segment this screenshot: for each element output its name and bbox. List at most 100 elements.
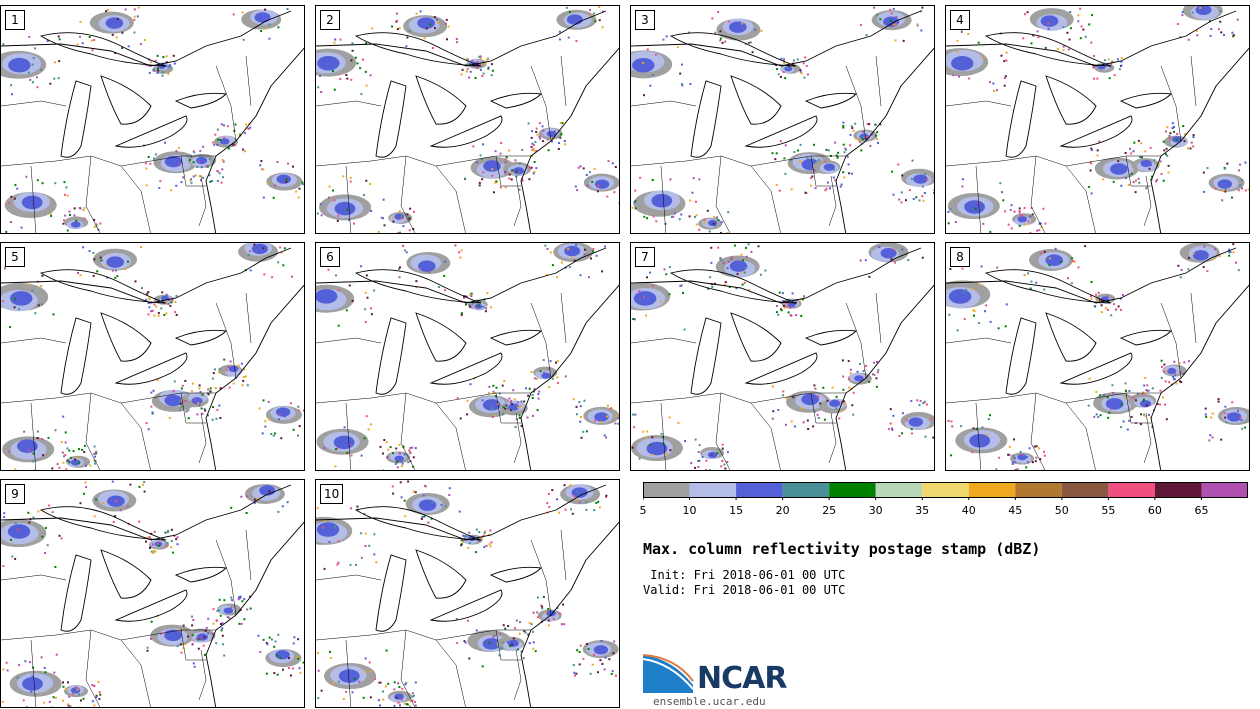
map-boundaries [946,10,1249,233]
reflectivity-speckles [1,480,304,707]
colorbar-segment [875,482,923,498]
member-number-label: 8 [950,247,970,267]
colorbar-tick-label: 30 [868,504,883,517]
member-number-label: 5 [5,247,25,267]
reflectivity-cluster [553,243,594,263]
reflectivity-cluster [868,243,909,263]
map-boundaries [946,247,1249,470]
reflectivity-cluster [946,280,991,309]
member-panel: 7 [630,242,935,471]
reflectivity-cluster [1093,392,1138,415]
reflectivity-cluster [503,161,532,176]
reflectivity-cluster [64,216,89,230]
map-boundaries [631,10,934,233]
reflectivity-cluster [900,411,934,431]
member-number-label: 1 [5,10,25,30]
valid-time: Valid: Fri 2018-06-01 00 UTC [643,583,846,597]
colorbar-segment [643,482,690,498]
reflectivity-cluster [715,255,760,278]
colorbar-segment [829,482,876,498]
reflectivity-cluster [406,252,451,275]
map-boundaries [1,484,304,707]
member-map [1,6,304,233]
reflectivity-cluster [238,243,279,262]
map-boundaries [316,484,619,707]
member-number-label: 9 [5,484,25,504]
reflectivity-speckles [316,480,617,707]
colorbar-segment [736,482,783,498]
reflectivity-cluster [324,663,377,690]
member-map [1,243,304,470]
reflectivity-speckles [323,243,619,470]
colorbar-tick-label: 5 [639,504,647,517]
reflectivity-cluster [582,640,619,659]
reflectivity-cluster [265,405,302,424]
reflectivity-cluster [631,50,673,79]
reflectivity-cluster [633,190,686,217]
member-map [316,480,619,707]
reflectivity-cluster [1,282,49,312]
reflectivity-cluster [316,516,353,545]
colorbar-tick-label: 60 [1147,504,1162,517]
colorbar-segment [922,482,969,498]
colorbar-tick-label: 40 [961,504,976,517]
reflectivity-cluster [631,282,671,311]
member-number-label: 10 [320,484,344,504]
reflectivity-cluster [214,135,239,148]
colorbar-tick-label: 50 [1054,504,1069,517]
ncar-logo-icon [643,654,694,693]
map-boundaries [1,247,304,470]
reflectivity-cluster [1218,407,1249,426]
colorbar-segment [782,482,830,498]
reflectivity-cluster [583,173,619,192]
member-number-label: 4 [950,10,970,30]
reflectivity-cluster [244,483,285,504]
reflectivity-speckles [2,243,304,470]
member-panel: 2 [315,5,620,234]
init-time: Init: Fri 2018-06-01 00 UTC [643,568,846,582]
colorbar-outline [643,482,1248,498]
colorbar-tick-label: 35 [915,504,930,517]
reflectivity-speckles [947,243,1247,470]
colorbar-segment [1015,482,1062,498]
reflectivity-cluster [1029,249,1074,272]
reflectivity-cluster [2,436,55,463]
map-boundaries [316,10,619,233]
reflectivity-cluster [316,48,357,77]
colorbar-segment [1201,482,1248,498]
reflectivity-cluster [93,248,138,271]
reflectivity-speckles [316,6,619,233]
reflectivity-cluster [1,50,47,79]
member-map [316,243,619,470]
reflectivity-cluster [319,194,372,221]
reflectivity-colorbar [643,482,1248,500]
reflectivity-cluster [218,364,243,377]
reflectivity-cluster [556,9,597,30]
map-boundaries [316,247,619,470]
member-number-label: 3 [635,10,655,30]
colorbar-segment [1108,482,1155,498]
reflectivity-cluster [89,11,134,34]
member-panel: 4 [945,5,1250,234]
member-number-label: 6 [320,247,340,267]
reflectivity-cluster [946,48,989,77]
reflectivity-cluster [901,168,934,187]
reflectivity-cluster [405,492,450,515]
chart-title: Max. column reflectivity postage stamp (… [643,540,1041,558]
reflectivity-cluster [265,649,302,668]
reflectivity-cluster [700,446,725,460]
member-panel: 3 [630,5,935,234]
reflectivity-cluster [947,193,1000,220]
logo-wordmark: NCAR [697,661,787,696]
member-map [946,243,1249,470]
reflectivity-cluster [266,172,303,191]
reflectivity-speckles [2,6,304,233]
reflectivity-cluster [387,690,412,703]
reflectivity-cluster [955,427,1008,454]
reflectivity-cluster [316,428,369,455]
member-panel: 6 [315,242,620,471]
member-map [316,6,619,233]
reflectivity-cluster [92,489,137,512]
reflectivity-cluster [316,284,355,313]
reflectivity-cluster [1208,173,1245,192]
